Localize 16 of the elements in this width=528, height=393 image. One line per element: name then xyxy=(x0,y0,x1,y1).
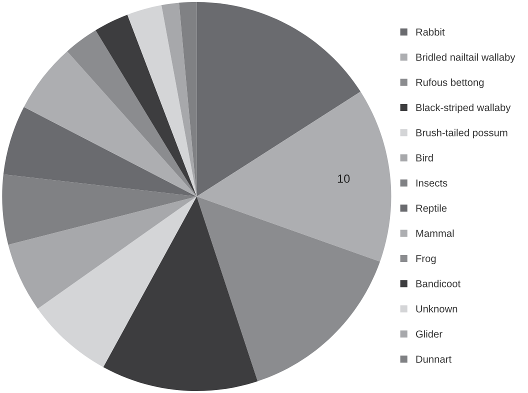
legend-label: Unknown xyxy=(416,305,458,312)
legend-label: Mammal xyxy=(416,230,454,237)
legend-label: Bridled nailtail wallaby xyxy=(416,53,516,63)
pie-slice xyxy=(161,2,197,196)
legend-label: Dunnart xyxy=(416,356,452,363)
legend-label: Glider xyxy=(416,330,442,338)
legend-label: Rabbit xyxy=(416,28,445,36)
legend-label: Bandicoot xyxy=(416,280,461,288)
data-label: 10 xyxy=(338,174,350,183)
legend-label: Brush-tailed possum xyxy=(416,128,508,138)
legend-label: Frog xyxy=(416,255,436,264)
legend-label: Insects xyxy=(416,180,448,187)
legend-label: Rufous bettong xyxy=(416,78,484,88)
legend-label: Bird xyxy=(416,154,433,162)
legend-label: Black-striped wallaby xyxy=(416,104,511,114)
legend-label: Reptile xyxy=(416,204,447,214)
